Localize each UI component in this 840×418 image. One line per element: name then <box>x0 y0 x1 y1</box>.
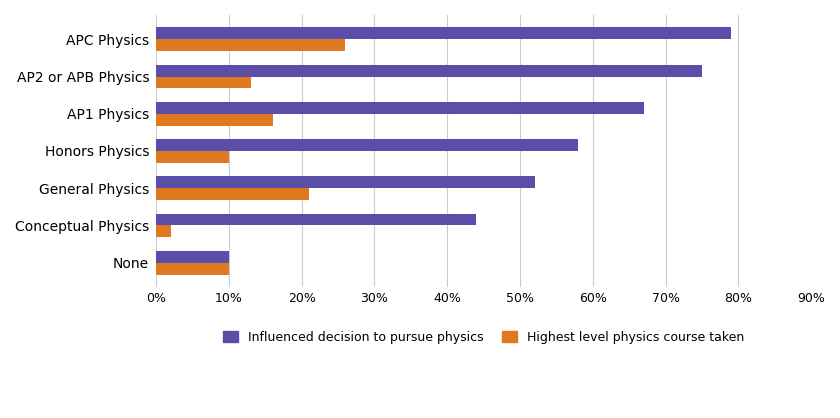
Legend: Influenced decision to pursue physics, Highest level physics course taken: Influenced decision to pursue physics, H… <box>218 326 749 349</box>
Bar <box>156 76 251 89</box>
Bar <box>156 39 345 51</box>
Bar <box>156 263 229 275</box>
Bar <box>156 139 578 151</box>
Bar <box>156 114 273 126</box>
Bar <box>156 225 171 237</box>
Bar <box>156 151 229 163</box>
Bar <box>156 27 731 39</box>
Bar <box>156 176 534 188</box>
Bar <box>156 102 643 114</box>
Bar <box>156 188 309 200</box>
Bar <box>156 214 476 225</box>
Bar <box>156 251 229 263</box>
Bar <box>156 65 702 76</box>
